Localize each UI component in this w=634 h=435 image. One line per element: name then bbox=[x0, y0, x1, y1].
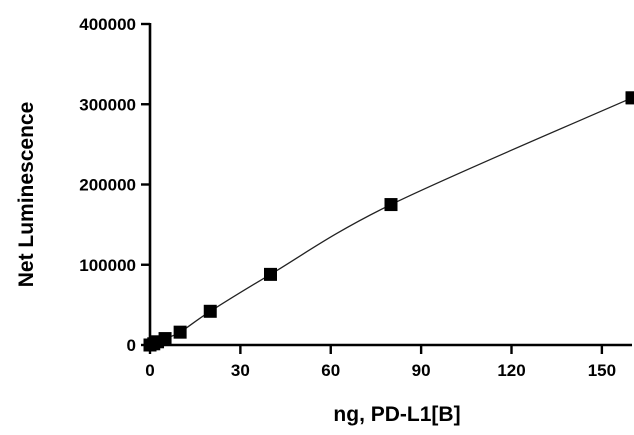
x-tick-label: 90 bbox=[412, 361, 431, 380]
x-tick-label: 150 bbox=[588, 361, 616, 380]
data-point bbox=[203, 304, 217, 318]
fit-curve bbox=[149, 97, 633, 346]
x-axis-title: ng, PD-L1[B] bbox=[333, 403, 460, 426]
y-tick-label: 0 bbox=[127, 336, 136, 355]
y-axis-title: Net Luminescence bbox=[15, 102, 38, 288]
y-axis-ticks: 0 100000 200000 300000 400000 bbox=[79, 15, 150, 355]
data-point bbox=[158, 332, 172, 346]
y-tick-label: 100000 bbox=[79, 256, 136, 275]
y-tick-label: 200000 bbox=[79, 176, 136, 195]
data-point bbox=[384, 198, 398, 212]
data-point bbox=[173, 325, 187, 339]
x-tick-label: 120 bbox=[497, 361, 525, 380]
x-tick-label: 60 bbox=[321, 361, 340, 380]
x-tick-label: 30 bbox=[231, 361, 250, 380]
data-point bbox=[264, 267, 277, 281]
data-points bbox=[143, 91, 634, 352]
x-axis-ticks: 0 30 60 90 120 150 bbox=[145, 345, 616, 380]
data-point bbox=[625, 91, 634, 105]
y-tick-label: 400000 bbox=[79, 15, 136, 34]
x-tick-label: 0 bbox=[145, 361, 154, 380]
y-tick-label: 300000 bbox=[79, 95, 136, 114]
